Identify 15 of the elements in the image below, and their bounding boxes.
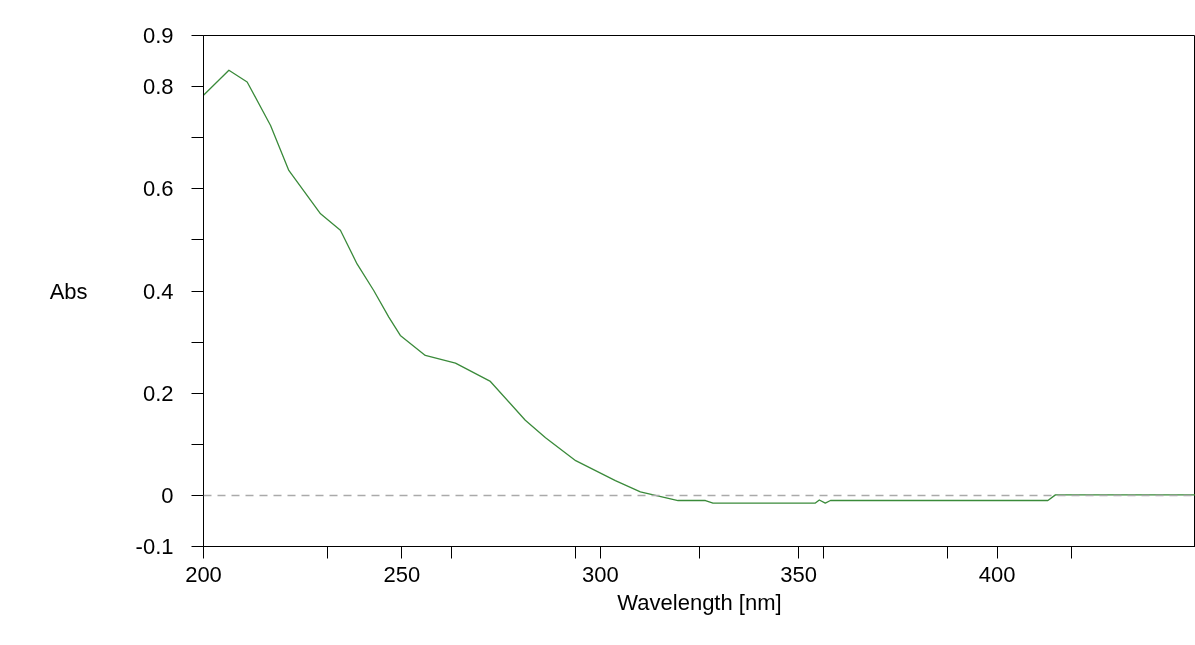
y-tick-label: -0.1 — [135, 534, 174, 559]
x-axis-title: Wavelength [nm] — [617, 589, 782, 615]
x-tick-label: 250 — [383, 561, 421, 587]
x-tick-label: 350 — [780, 561, 818, 587]
x-tick-label: 200 — [185, 561, 222, 587]
y-tick-label: 0.8 — [142, 74, 174, 100]
line-series — [203, 69, 1195, 504]
y-tick-label: 0.2 — [142, 380, 174, 406]
y-tick-label: 0.9 — [142, 23, 174, 48]
x-tick-label: 400 — [978, 561, 1016, 587]
y-tick-label: 0.4 — [142, 278, 174, 304]
x-tick-label: 300 — [581, 561, 619, 587]
y-tick-label: 0 — [161, 482, 174, 508]
y-tick-label: 0.6 — [142, 176, 174, 202]
y-axis-title: Abs — [49, 278, 88, 304]
